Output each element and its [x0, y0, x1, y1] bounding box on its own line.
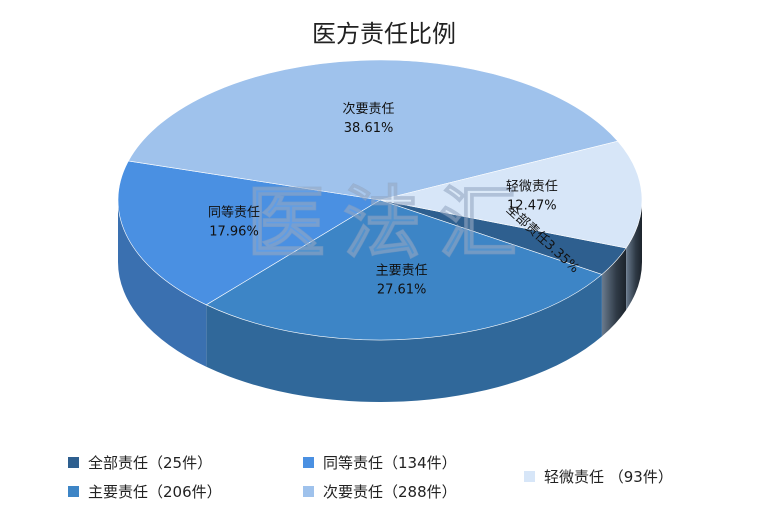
legend-label: 全部责任（25件）	[88, 454, 213, 472]
slice-label-percent: 12.47%	[507, 199, 557, 214]
slice-label-name: 轻微责任	[506, 180, 558, 195]
slice-label-percent: 38.61%	[344, 121, 394, 136]
pie-slice-2	[117, 160, 381, 306]
slice-label-1: 主要责任 27.61%	[376, 263, 428, 297]
legend-label: 次要责任（288件）	[323, 483, 457, 501]
legend-item-major: 主要责任（206件）	[68, 481, 222, 502]
watermark: 医法汇	[247, 178, 517, 269]
pie-sides	[118, 200, 642, 403]
pie-side-2	[118, 200, 207, 367]
slice-label-name: 次要责任	[343, 101, 395, 117]
slice-label-name: 同等责任	[208, 205, 260, 221]
slice-label-percent: 27.61%	[377, 282, 427, 297]
pie-side-0	[601, 248, 627, 337]
slice-label-percent: 17.96%	[209, 225, 259, 240]
legend-swatch	[68, 486, 79, 497]
legend-swatch	[303, 486, 314, 497]
legend-label: 同等责任（134件）	[323, 454, 457, 472]
pie-slice-1	[205, 199, 603, 341]
legend-swatch	[524, 471, 535, 482]
slice-label-3: 次要责任 38.61%	[343, 101, 395, 136]
chart-title: 医方责任比例	[312, 20, 456, 48]
slice-label-4: 轻微责任 12.47%	[506, 180, 558, 214]
legend-item-full: 全部责任（25件）	[68, 452, 212, 473]
legend-item-equal: 同等责任（134件）	[303, 452, 457, 473]
legend-item-secondary: 次要责任（288件）	[303, 481, 457, 502]
legend-swatch	[68, 457, 79, 468]
legend-item-minor: 轻微责任 （93件）	[524, 466, 673, 487]
pie-slice-4	[379, 140, 643, 249]
pie-slice-3	[127, 59, 619, 201]
legend-swatch	[303, 457, 314, 468]
pie-side-1	[206, 274, 602, 403]
legend-label: 轻微责任 （93件）	[544, 468, 673, 486]
legend-label: 主要责任（206件）	[88, 483, 222, 501]
pie-side-4	[626, 200, 642, 311]
slice-label-2: 同等责任 17.96%	[208, 205, 260, 240]
pie-slices	[117, 59, 643, 341]
slice-label-name: 主要责任	[376, 263, 428, 278]
